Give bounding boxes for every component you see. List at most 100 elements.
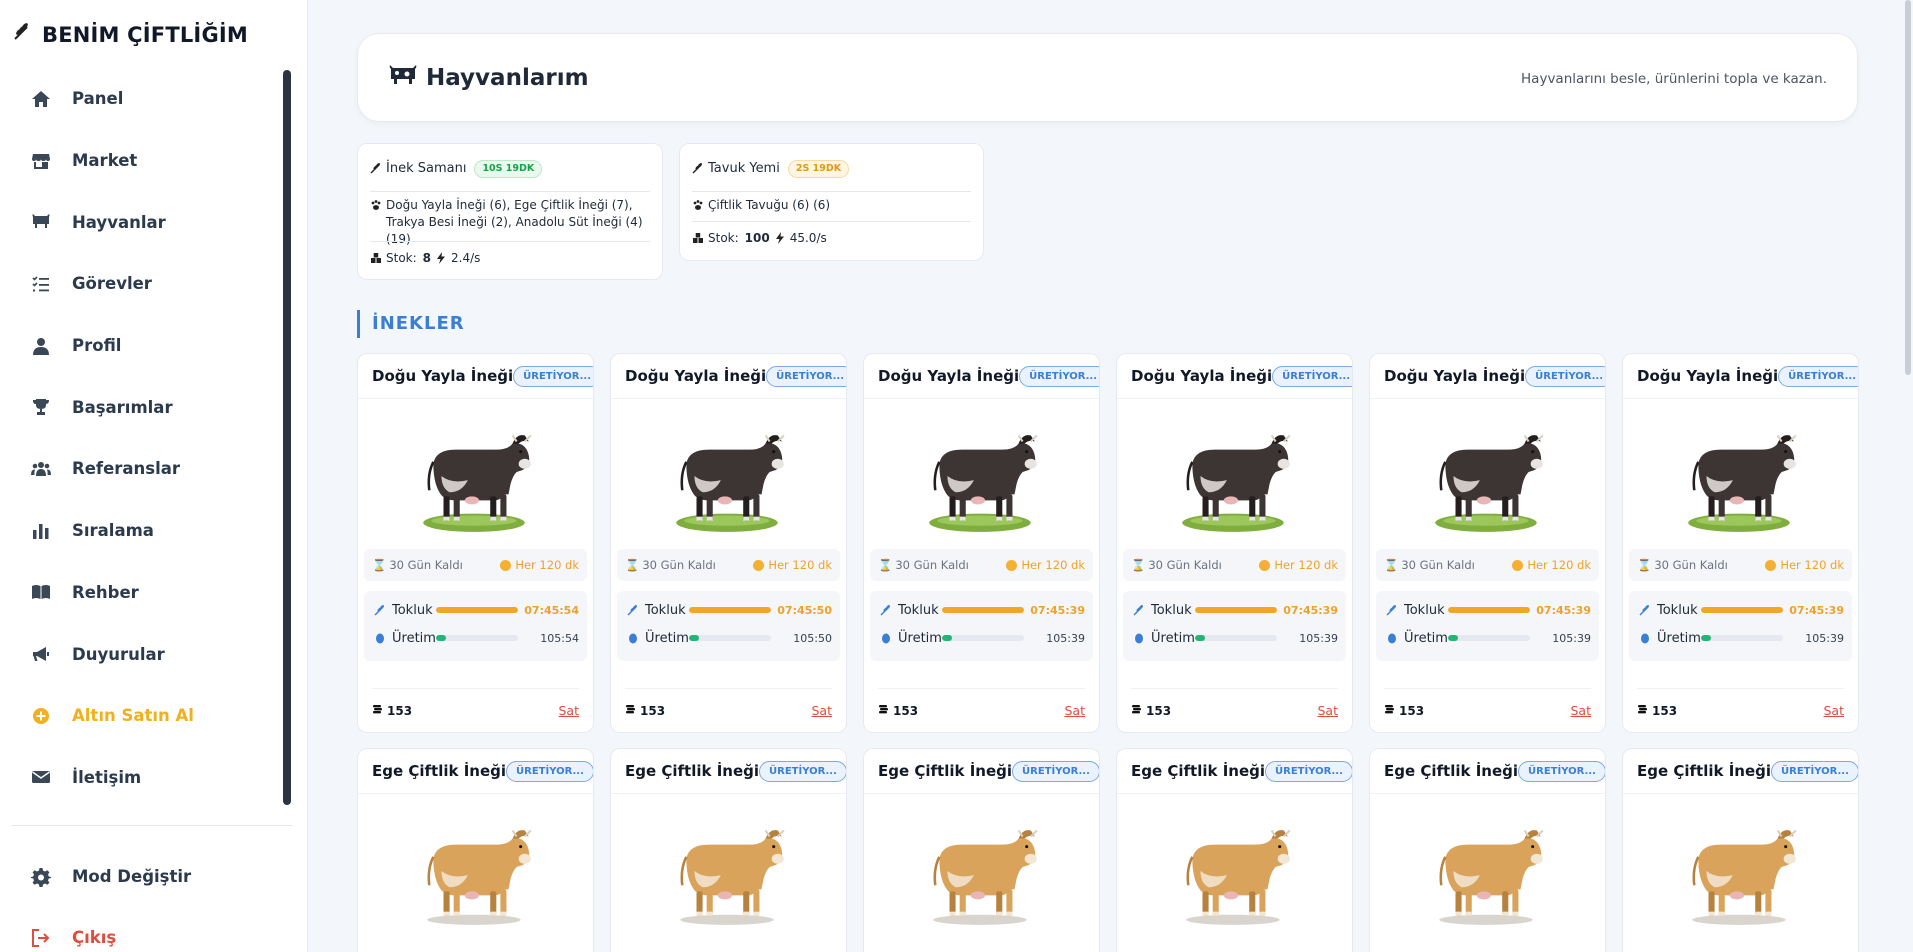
animal-card-footer: 153 Sat [372, 688, 579, 732]
uretim-row: Üretim 105:39 [1131, 624, 1338, 652]
tokluk-bar [1448, 607, 1530, 613]
brand[interactable]: BENİM ÇİFTLİĞİM [12, 22, 248, 47]
sidebar-item-altın-satın-al[interactable]: Altın Satın Al [0, 685, 290, 747]
wheat-icon [372, 602, 388, 618]
production-interval: Her 120 dk [1780, 558, 1844, 572]
sidebar-scrollbar[interactable] [283, 70, 291, 805]
uretim-row: Üretim 105:39 [1384, 624, 1591, 652]
sidebar-item-başarımlar[interactable]: Başarımlar [0, 376, 290, 438]
hourglass-icon: ⌛ [1131, 558, 1146, 572]
clock-icon [753, 559, 765, 571]
sidebar-item-hayvanlar[interactable]: Hayvanlar [0, 191, 290, 253]
sell-link[interactable]: Sat [1823, 703, 1845, 718]
sell-link[interactable]: Sat [1570, 703, 1592, 718]
sell-link[interactable]: Sat [558, 703, 580, 718]
milk-drop-icon [1637, 630, 1653, 646]
sidebar-item-referanslar[interactable]: Referanslar [0, 438, 290, 500]
feed-stock-value: 100 [744, 231, 770, 245]
milk-drop-icon [625, 630, 641, 646]
animal-card-header: Ege Çiftlik İneği ÜRETİYOR... [1117, 749, 1352, 794]
days-left: 30 Gün Kaldı [895, 558, 969, 572]
cow-image [1117, 794, 1352, 944]
sidebar-item-sıralama[interactable]: Sıralama [0, 500, 290, 562]
feed-name: İnek Samanı [386, 161, 467, 176]
sidebar-item-mod-değiştir[interactable]: Mod Değiştir [0, 846, 290, 907]
animal-card: Ege Çiftlik İneği ÜRETİYOR... [357, 748, 594, 952]
animal-card: Ege Çiftlik İneği ÜRETİYOR... [1116, 748, 1353, 952]
uretim-time: 105:39 [1805, 631, 1844, 645]
animal-name: Doğu Yayla İneği [878, 367, 1020, 385]
coin-icon [30, 705, 52, 727]
uretim-time: 105:39 [1046, 631, 1085, 645]
animal-price: 153 [372, 703, 412, 718]
sidebar-item-çıkış[interactable]: Çıkış [0, 907, 290, 952]
uretim-bar [1448, 635, 1530, 641]
wheat-icon [878, 602, 894, 618]
sidebar-item-duyurular[interactable]: Duyurular [0, 623, 290, 685]
animal-card-footer: 153 Sat [625, 688, 832, 732]
clock-icon [1006, 559, 1018, 571]
animal-name: Doğu Yayla İneği [625, 367, 767, 385]
uretim-row: Üretim 105:39 [878, 624, 1085, 652]
production-interval: Her 120 dk [1021, 558, 1085, 572]
animal-card-footer: 153 Sat [1131, 688, 1338, 732]
sidebar-item-profil[interactable]: Profil [0, 315, 290, 377]
book-icon [30, 581, 52, 603]
cow-image [1623, 399, 1858, 549]
sell-link[interactable]: Sat [1317, 703, 1339, 718]
cow-image [611, 399, 846, 549]
tokluk-time: 07:45:39 [1789, 603, 1844, 617]
status-badge: ÜRETİYOR... [513, 365, 593, 387]
page-title: Hayvanlarım [388, 62, 589, 94]
tokluk-bar-fill [1701, 607, 1783, 613]
sell-link[interactable]: Sat [811, 703, 833, 718]
page-subtitle: Hayvanlarını besle, ürünlerini topla ve … [1521, 71, 1827, 87]
animal-card-footer: 153 Sat [1384, 688, 1591, 732]
sidebar-item-i-letişim[interactable]: İletişim [0, 747, 290, 809]
days-left: 30 Gün Kaldı [389, 558, 463, 572]
animal-card: Doğu Yayla İneği ÜRETİYOR... ⌛ 30 Gün Kaldı… [357, 353, 594, 733]
tokluk-bar [1701, 607, 1783, 613]
milk-drop-icon [1384, 630, 1400, 646]
animal-card: Doğu Yayla İneği ÜRETİYOR... ⌛ 30 Gün Kaldı… [1622, 353, 1859, 733]
sidebar-item-market[interactable]: Market [0, 130, 290, 192]
days-left: 30 Gün Kaldı [1654, 558, 1728, 572]
uretim-bar-fill [1448, 635, 1458, 641]
tokluk-bar-fill [942, 607, 1024, 613]
cow-icon [30, 211, 52, 233]
cow-image [358, 399, 593, 549]
tokluk-bar-fill [436, 607, 518, 613]
wheat-icon [12, 22, 32, 47]
feed-divider [370, 191, 650, 192]
sidebar-item-görevler[interactable]: Görevler [0, 253, 290, 315]
sidebar-nav: Panel Market Hayvanlar Görevler Profil Başarı… [0, 68, 290, 808]
production-interval: Her 120 dk [768, 558, 832, 572]
sidebar-item-rehber[interactable]: Rehber [0, 562, 290, 624]
sidebar-item-label: Altın Satın Al [72, 706, 194, 726]
tokluk-bar-fill [689, 607, 771, 613]
feed-divider [692, 221, 971, 222]
cow-icon [388, 62, 418, 94]
page-scrollbar[interactable] [1905, 0, 1911, 375]
animal-info-row: ⌛ 30 Gün Kaldı Her 120 dk [617, 549, 840, 581]
animal-card-footer: 153 Sat [878, 688, 1085, 732]
sidebar-item-panel[interactable]: Panel [0, 68, 290, 130]
animal-card: Doğu Yayla İneği ÜRETİYOR... ⌛ 30 Gün Kaldı… [610, 353, 847, 733]
feed-card-tavuk-yemi: Tavuk Yemi 2S 19DK Çiftlik Tavuğu (6) (6… [679, 143, 984, 261]
feed-stock-value: 8 [422, 251, 432, 265]
animal-card: Ege Çiftlik İneği ÜRETİYOR... [863, 748, 1100, 952]
feed-stock-row: Stok: 100 45.0/s [692, 230, 971, 249]
status-badge: ÜRETİYOR... [1518, 760, 1605, 782]
sell-link[interactable]: Sat [1064, 703, 1086, 718]
status-badge: ÜRETİYOR... [1778, 365, 1858, 387]
animal-name: Ege Çiftlik İneği [625, 762, 760, 780]
uretim-time: 105:54 [540, 631, 579, 645]
tokluk-label: Tokluk [392, 602, 433, 618]
tokluk-row: Tokluk 07:45:50 [625, 596, 832, 624]
uretim-bar [1195, 635, 1277, 641]
tokluk-bar-fill [1448, 607, 1530, 613]
status-badge: ÜRETİYOR... [1272, 365, 1352, 387]
tasks-icon [30, 273, 52, 295]
animal-name: Ege Çiftlik İneği [1131, 762, 1266, 780]
animal-card-header: Ege Çiftlik İneği ÜRETİYOR... [1623, 749, 1858, 794]
